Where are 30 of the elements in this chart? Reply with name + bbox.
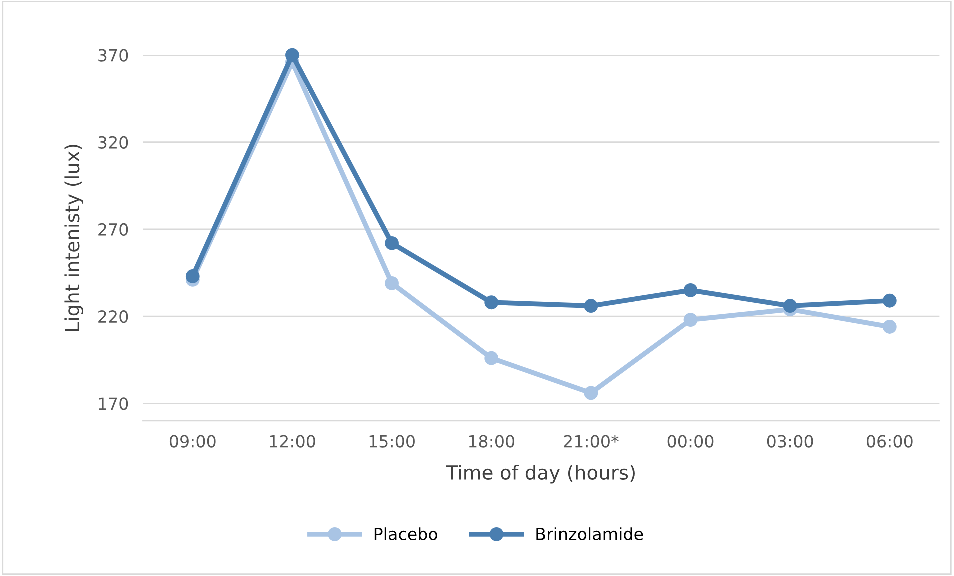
y-tick-label: 170 bbox=[99, 398, 128, 410]
point bbox=[783, 299, 798, 314]
y-tick-label: 370 bbox=[98, 49, 128, 62]
point bbox=[882, 294, 897, 308]
point bbox=[684, 283, 698, 298]
point bbox=[286, 48, 300, 62]
point bbox=[484, 296, 499, 310]
x-tick-label: 15:00 bbox=[370, 435, 415, 448]
legend-label: Placebo bbox=[374, 528, 438, 540]
point bbox=[484, 351, 499, 366]
x-tick-label: 03:00 bbox=[767, 435, 814, 448]
point bbox=[186, 270, 200, 284]
point bbox=[882, 320, 897, 334]
x-axis-title: Time of day (hours) bbox=[446, 464, 635, 484]
point bbox=[684, 313, 698, 327]
point bbox=[385, 236, 399, 250]
x-tick-label: 09:00 bbox=[170, 435, 216, 448]
y-tick-label: 320 bbox=[98, 136, 128, 149]
y-tick-label: 270 bbox=[98, 223, 128, 236]
point bbox=[385, 276, 399, 290]
x-tick-label: 00:00 bbox=[668, 435, 714, 448]
y-axis-title: Light intenisty (lux) bbox=[64, 145, 84, 332]
legend-label: Brinzolamide bbox=[536, 528, 644, 540]
y-tick-label: 220 bbox=[98, 310, 128, 324]
x-tick-label: 18:00 bbox=[469, 435, 515, 448]
point bbox=[584, 299, 598, 314]
x-tick-label: 21:00* bbox=[564, 435, 619, 448]
x-tick-label: 12:00 bbox=[270, 435, 316, 448]
point bbox=[584, 386, 598, 400]
x-tick-label: 06:00 bbox=[866, 435, 913, 448]
